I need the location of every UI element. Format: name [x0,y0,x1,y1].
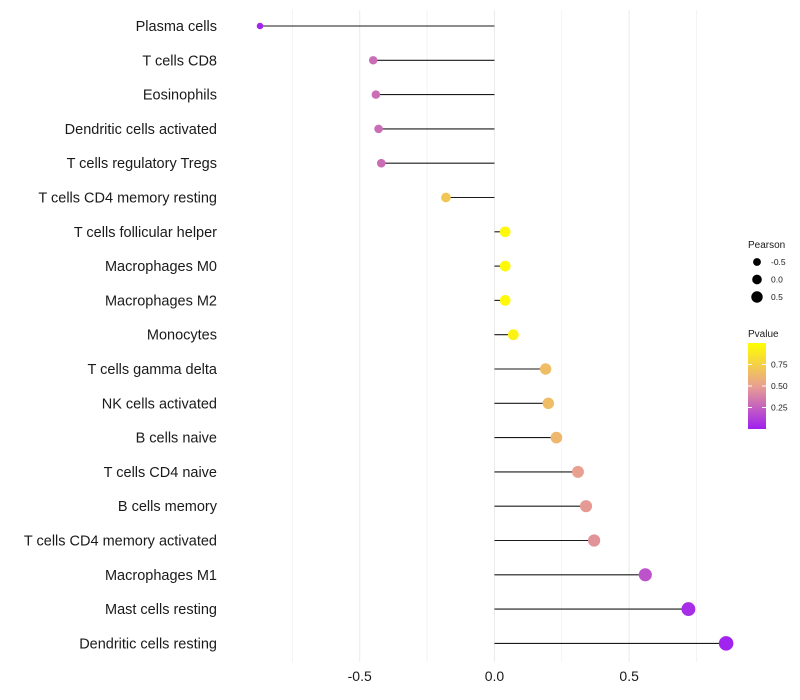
category-label: T cells CD4 naive [104,465,217,481]
lollipop-point [256,22,264,30]
lollipop-points [256,22,734,651]
pvalue-legend-label: 0.75 [771,360,788,370]
pearson-size-legend: Pearson -0.5 0.0 0.5 [748,240,786,303]
category-label: B cells naive [136,431,217,447]
category-label: T cells CD4 memory resting [38,191,217,207]
pvalue-legend-title: Pvalue [748,329,779,340]
category-label: T cells regulatory Tregs [67,156,217,172]
category-label: Macrophages M0 [105,259,217,275]
category-label: Macrophages M2 [105,293,217,309]
lollipop-point [441,192,451,203]
pearson-legend-key [753,258,761,266]
category-label: T cells follicular helper [74,225,217,241]
category-label: Plasma cells [136,19,217,35]
category-label: T cells gamma delta [88,362,218,378]
lollipop-point [571,465,584,478]
lollipop-point [376,158,386,168]
category-label: Monocytes [147,328,217,344]
category-label: NK cells activated [102,396,217,412]
lollipop-point [718,636,734,651]
lollipop-point [550,431,563,444]
category-label: Mast cells resting [105,602,217,618]
lollipop-point [539,363,552,375]
category-label: T cells CD4 memory activated [24,534,217,550]
pvalue-legend-label: 0.25 [771,403,788,413]
pearson-legend-title: Pearson [748,240,785,251]
category-label: Eosinophils [143,88,217,104]
pearson-legend-label: -0.5 [771,257,786,267]
pearson-legend-label: 0.0 [771,275,783,285]
lollipop-point [542,397,555,410]
category-label: T cells CD8 [142,53,217,69]
lollipop-point [499,226,511,238]
lollipop-point [368,56,378,65]
category-label: Dendritic cells resting [79,636,217,652]
category-label: B cells memory [118,499,218,515]
category-label: Dendritic cells activated [65,122,217,138]
category-label: Macrophages M1 [105,568,217,584]
lollipop-segments [260,25,727,644]
lollipop-point [374,124,383,134]
lollipop-point [499,295,511,306]
lollipop-point [507,329,519,341]
lollipop-point [371,90,381,99]
x-tick-label: -0.5 [348,668,372,684]
lollipop-point [587,534,601,547]
lollipop-point [579,500,593,513]
pvalue-color-legend: Pvalue 0.75 0.50 0.25 [748,329,788,429]
grid-lines [292,10,697,662]
lollipop-point [681,602,696,617]
lollipop-point [499,260,511,272]
pearson-legend-key [751,291,763,303]
x-tick-label: 0.0 [485,668,505,684]
pvalue-colorbar [748,343,766,429]
x-tick-label: 0.5 [619,668,639,684]
pearson-legend-key [752,274,762,285]
lollipop-point [638,568,652,582]
pvalue-legend-label: 0.50 [771,381,788,391]
category-labels: Plasma cells T cells CD8 Eosinophils Dendri… [24,19,218,652]
pearson-legend-label: 0.5 [771,292,783,302]
x-axis-tick-labels: -0.5 0.0 0.5 [348,668,639,684]
